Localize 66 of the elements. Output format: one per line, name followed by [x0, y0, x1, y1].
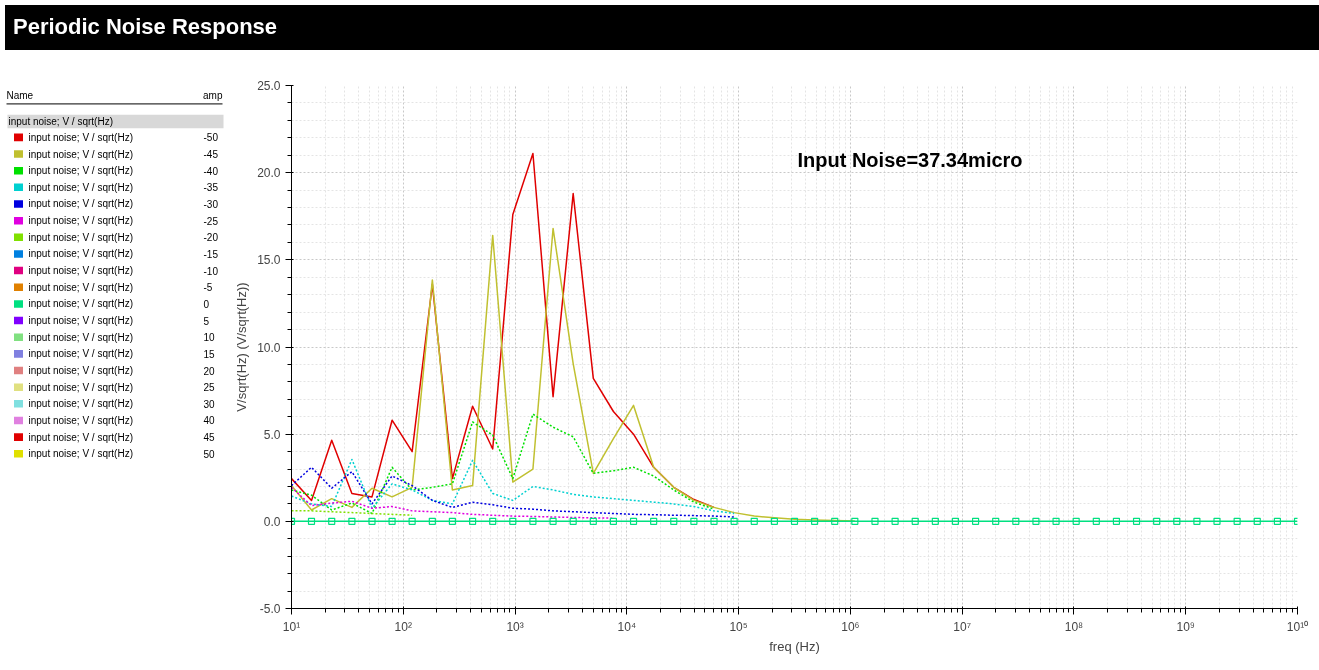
legend-label: input noise; V / sqrt(Hz) [28, 448, 133, 460]
text: 50 [203, 448, 216, 460]
text: -10 [203, 265, 219, 277]
y-tick-label: 5.0 [263, 427, 281, 442]
text: -50 [203, 132, 219, 144]
y-tick-label: 20.0 [257, 166, 281, 181]
y-tick-label: 25.0 [257, 79, 281, 93]
text: 25 [203, 382, 216, 394]
text: 30 [203, 398, 216, 410]
legend-label: input noise; V / sqrt(Hz) [28, 231, 133, 243]
y-tick-label: 0.0 [263, 514, 281, 529]
text: -5 [203, 282, 213, 294]
legend-label: input noise; V / sqrt(Hz) [28, 315, 133, 327]
legend-label: input noise; V / sqrt(Hz) [28, 331, 133, 343]
legend-label: input noise; V / sqrt(Hz) [28, 165, 133, 177]
y-tick-label: 10.0 [257, 340, 281, 355]
text: amp [203, 90, 223, 102]
text: -40 [203, 165, 219, 177]
y-tick-label: -5.0 [259, 602, 281, 616]
x-axis-title: freq (Hz) [769, 638, 820, 654]
x-tick-label: 10⁸ [1064, 619, 1084, 634]
x-tick-label: 10⁴ [617, 619, 637, 634]
text: -30 [203, 198, 219, 210]
chart-title: Periodic Noise Response [13, 13, 278, 41]
legend-label: input noise; V / sqrt(Hz) [28, 281, 133, 293]
line-series [291, 413, 715, 515]
text: -35 [203, 182, 219, 194]
x-tick-label: 10¹⁰ [1286, 619, 1309, 634]
legend-label: input noise; V / sqrt(Hz) [28, 248, 133, 260]
y-axis-title: V/sqrt(Hz) (V/sqrt(Hz)) [234, 282, 250, 412]
text: -20 [203, 232, 219, 244]
text: -15 [203, 248, 219, 260]
legend-label: input noise; V / sqrt(Hz) [28, 398, 133, 410]
text: 5 [203, 315, 210, 327]
text: 45 [203, 432, 216, 444]
x-tick-label: 10² [394, 619, 412, 634]
legend-label: input noise; V / sqrt(Hz) [28, 215, 133, 227]
text: 15 [203, 348, 216, 360]
annotation: Input Noise=37.34micro [797, 148, 1023, 171]
x-tick-label: 10⁶ [841, 619, 860, 634]
legend-label: input noise; V / sqrt(Hz) [28, 365, 133, 377]
legend-label: input noise; V / sqrt(Hz) [28, 148, 133, 160]
text: -45 [203, 149, 219, 161]
text: 0 [203, 298, 210, 310]
legend-label: input noise; V / sqrt(Hz) [28, 348, 133, 360]
legend-title: Name [6, 90, 34, 102]
legend-label: input noise; V / sqrt(Hz) [28, 381, 133, 393]
x-tick-label: 10⁹ [1176, 619, 1195, 634]
x-tick-label: 10⁷ [953, 619, 972, 634]
y-tick-label: 15.0 [257, 253, 281, 268]
x-tick-label: 10³ [506, 619, 524, 634]
x-tick-label: 10⁵ [729, 619, 748, 634]
legend-label: input noise; V / sqrt(Hz) [28, 198, 133, 210]
legend-label: input noise; V / sqrt(Hz) [28, 431, 133, 443]
legend-label: input noise; V / sqrt(Hz) [28, 181, 133, 193]
text: 10 [203, 332, 216, 344]
line-series [291, 458, 735, 515]
text: input noise; V / sqrt(Hz) [8, 115, 113, 127]
text: 20 [203, 365, 216, 377]
legend-label: input noise; V / sqrt(Hz) [28, 298, 133, 310]
legend-label: input noise; V / sqrt(Hz) [28, 265, 133, 277]
legend-label: input noise; V / sqrt(Hz) [28, 131, 133, 143]
x-tick-label: 10¹ [282, 619, 301, 634]
legend-label: input noise; V / sqrt(Hz) [28, 414, 133, 426]
text: 40 [203, 415, 216, 427]
text: -25 [203, 215, 219, 227]
